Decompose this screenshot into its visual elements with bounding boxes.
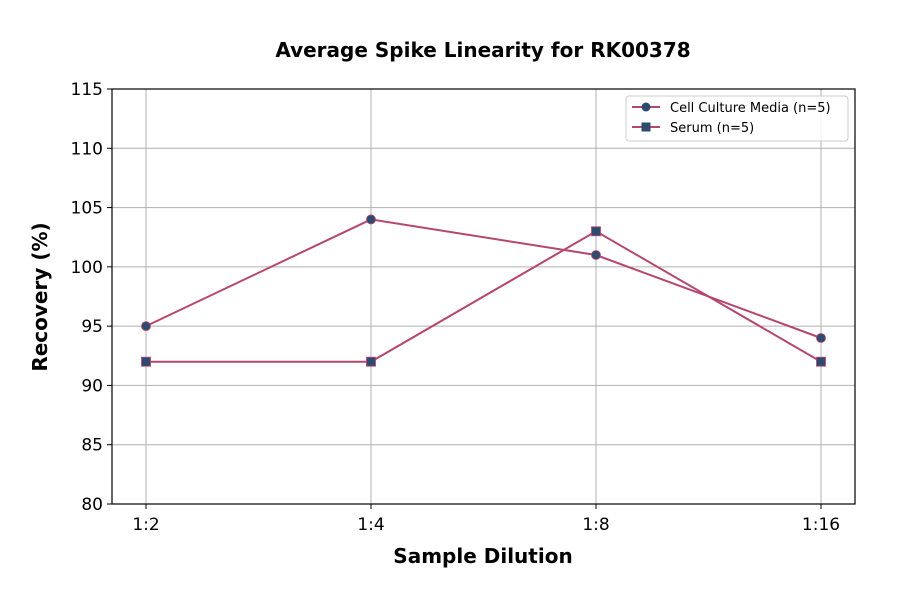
ticks: 80 85 90 95 100 105 110 115 1:2 1:4 1:8 1:16 xyxy=(71,80,841,535)
y-tick-label: 95 xyxy=(81,317,103,337)
legend-square-icon xyxy=(641,122,651,132)
data-point-circle xyxy=(591,250,601,260)
y-tick-label: 80 xyxy=(81,495,103,515)
plot-frame xyxy=(111,88,856,505)
series-line-0 xyxy=(145,218,822,339)
data-point-square xyxy=(366,356,376,367)
y-axis-label: Recovery (%) xyxy=(28,222,52,371)
legend-label-serum: Serum (n=5) xyxy=(670,121,754,136)
legend-circle-icon xyxy=(641,102,651,112)
legend-label-ccm: Cell Culture Media (n=5) xyxy=(670,101,831,116)
data-point-square xyxy=(816,356,826,367)
series-line-1 xyxy=(146,230,822,363)
data-point-circle xyxy=(366,214,376,225)
x-tick-label: 1:4 xyxy=(357,515,384,535)
y-tick-label: 85 xyxy=(81,436,103,456)
data-point-circle xyxy=(141,321,151,332)
data-point-circle xyxy=(816,333,826,343)
y-tick-label: 100 xyxy=(71,258,103,278)
x-tick-label: 1:2 xyxy=(132,515,159,535)
grid xyxy=(112,88,855,505)
y-tick-label: 90 xyxy=(81,376,103,396)
chart-title: Average Spike Linearity for RK00378 xyxy=(275,38,690,62)
data-point-square xyxy=(591,226,601,237)
x-tick-label: 1:16 xyxy=(802,515,840,535)
y-tick-label: 115 xyxy=(71,80,103,100)
data-point-square xyxy=(141,356,151,367)
x-tick-label: 1:8 xyxy=(582,515,609,535)
x-axis-label: Sample Dilution xyxy=(393,544,572,568)
y-tick-label: 110 xyxy=(71,139,103,159)
legend: Cell Culture Media (n=5) Serum (n=5) xyxy=(625,95,849,142)
y-tick-label: 105 xyxy=(71,199,103,219)
series xyxy=(141,214,826,367)
